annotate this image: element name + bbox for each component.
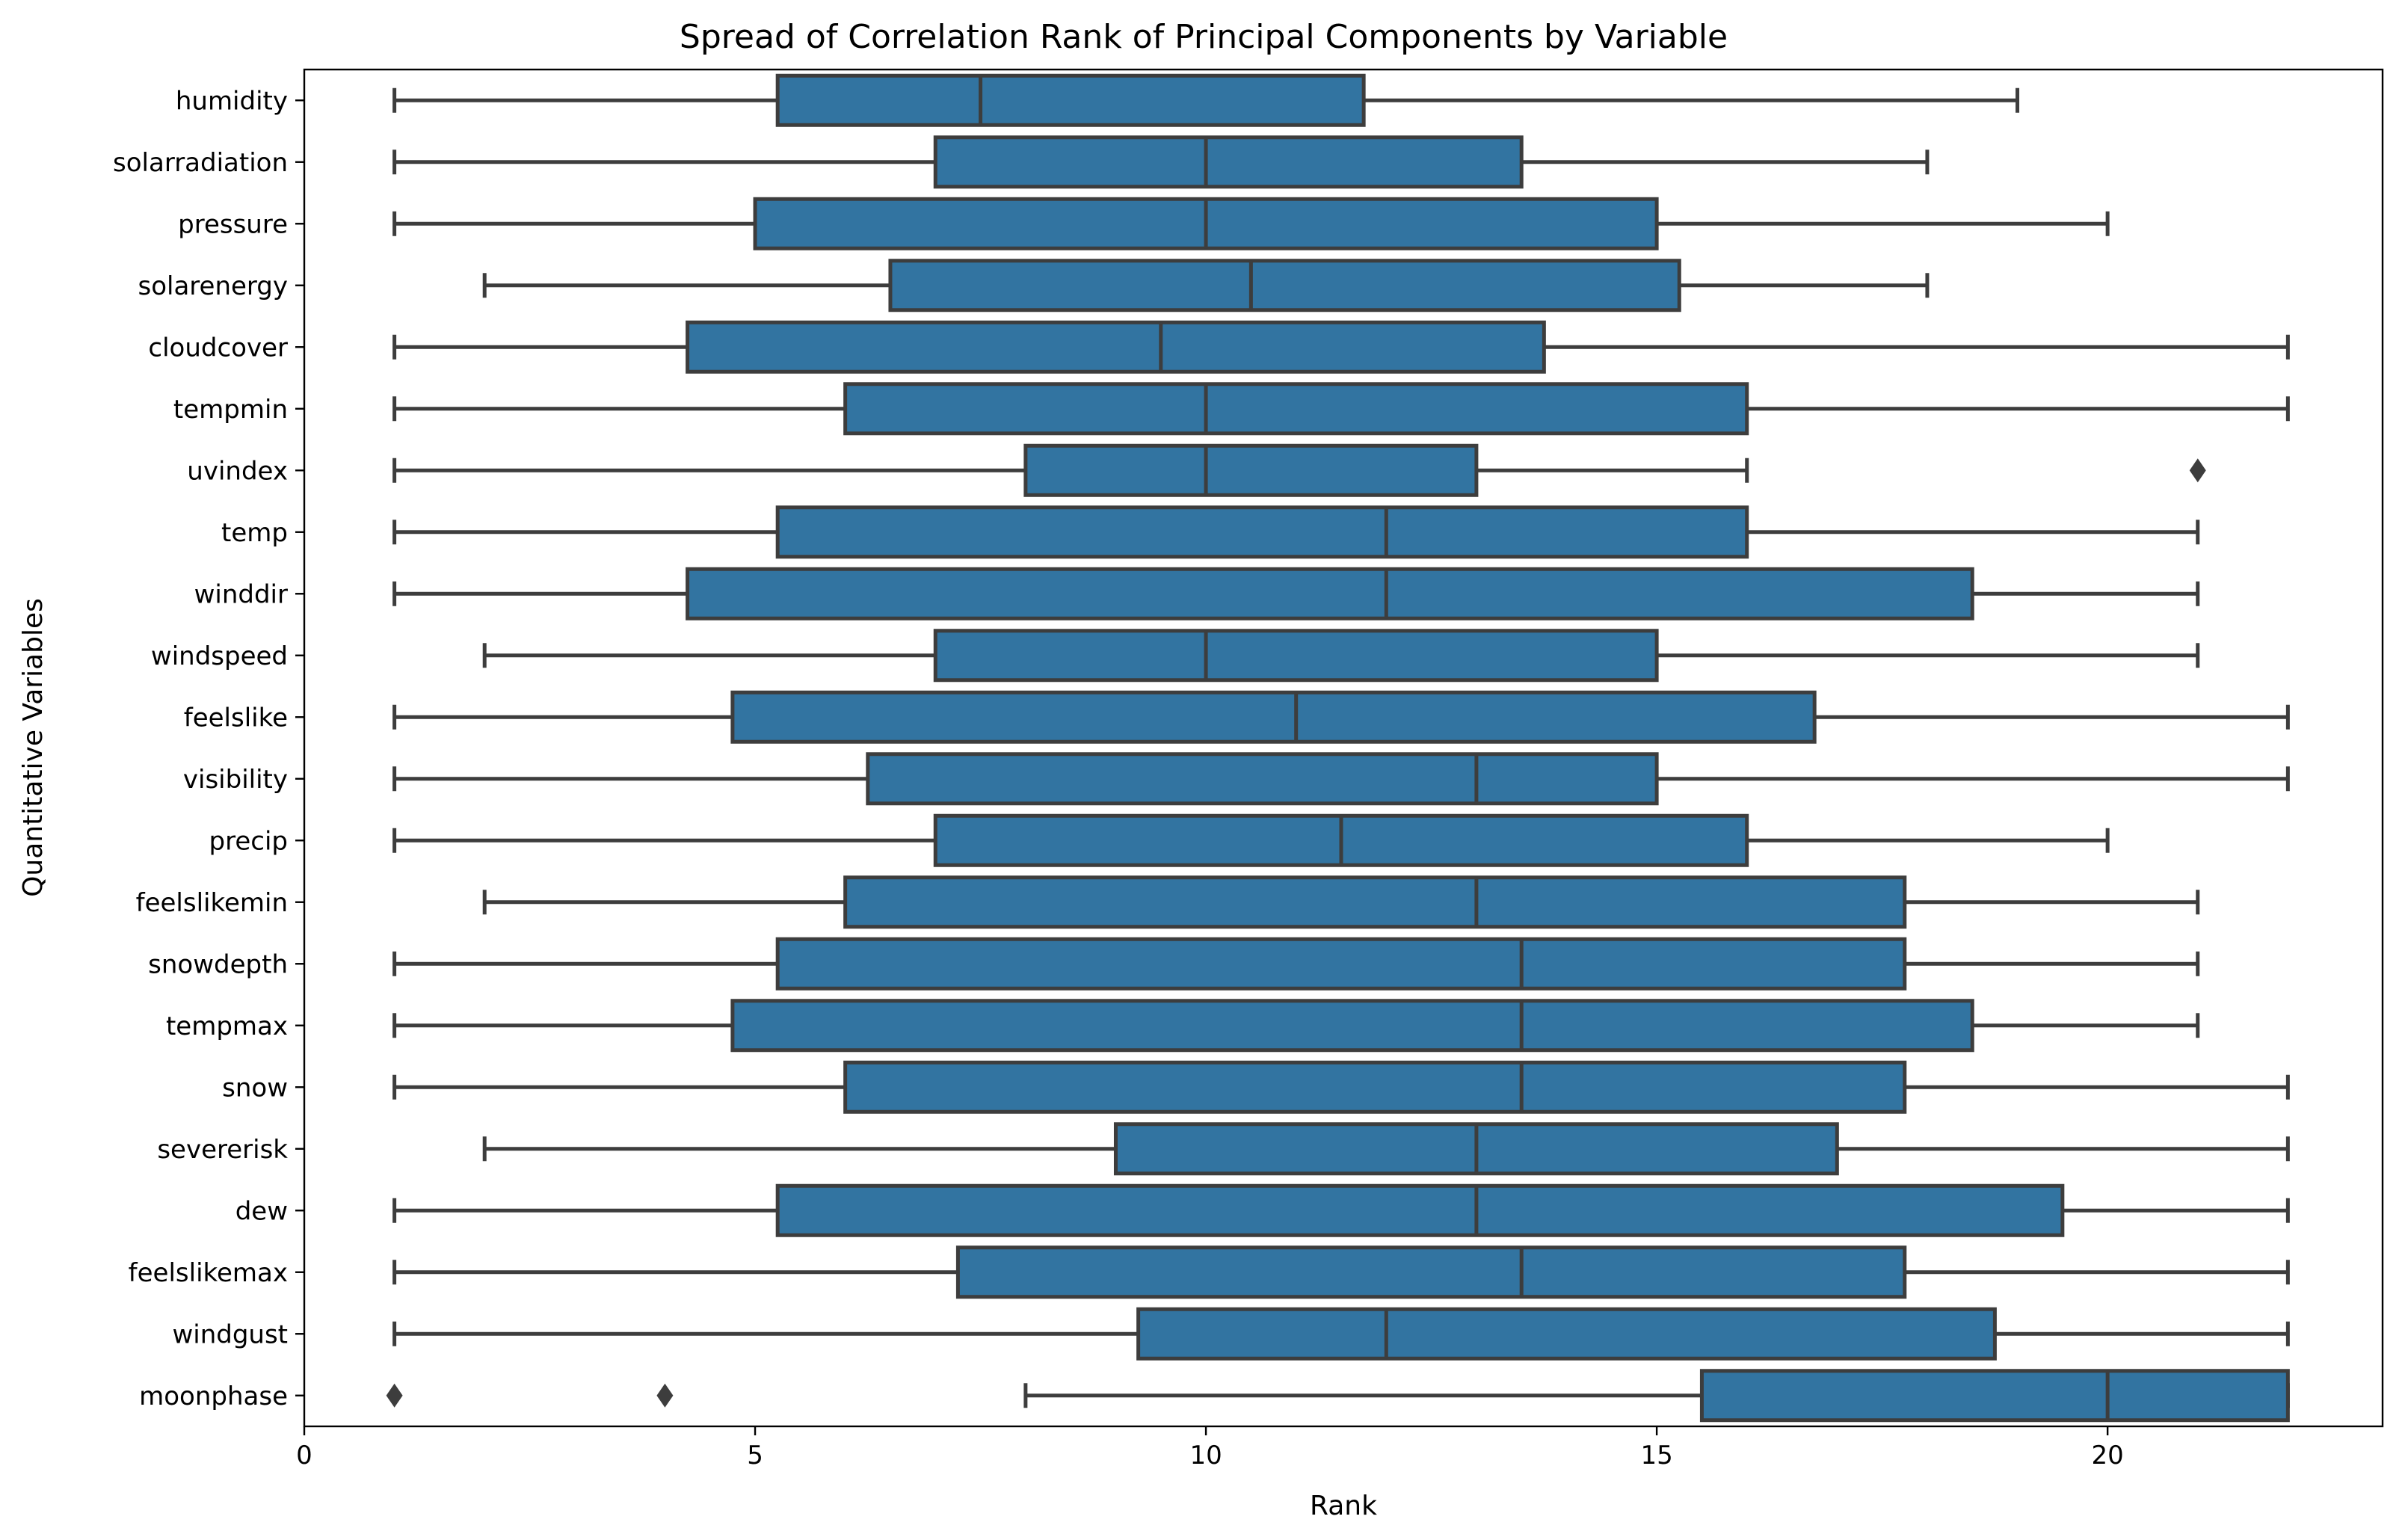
- y-tick-label: moonphase: [139, 1382, 288, 1411]
- y-tick-label: winddir: [194, 579, 288, 609]
- iqr-box: [843, 875, 1907, 929]
- iqr-box: [933, 135, 1524, 189]
- plot-area: 0 5 10 15 20 humidity solarradiation pressure so…: [113, 73, 2290, 1470]
- y-tick-label: visibility: [183, 765, 288, 795]
- iqr-box: [843, 1060, 1907, 1114]
- outlier-marker: [656, 1383, 674, 1408]
- y-tick-label: tempmin: [173, 395, 288, 425]
- y-tick-label: windspeed: [151, 641, 288, 671]
- y-tick-label: pressure: [178, 209, 288, 239]
- iqr-box: [933, 629, 1659, 683]
- y-tick-label: windgust: [172, 1319, 288, 1349]
- x-tick-label: 5: [747, 1441, 763, 1470]
- y-tick-label: humidity: [176, 86, 288, 116]
- iqr-box: [1023, 443, 1479, 497]
- iqr-box: [888, 259, 1681, 312]
- y-tick-label: dew: [235, 1196, 288, 1226]
- y-tick-label: solarenergy: [138, 271, 289, 301]
- iqr-box: [866, 752, 1659, 806]
- x-axis-label: Rank: [1310, 1491, 1377, 1521]
- iqr-box: [775, 1183, 2065, 1237]
- outlier-marker: [2189, 458, 2206, 483]
- iqr-box: [955, 1245, 1907, 1299]
- y-tick-label: feelslikemax: [129, 1258, 288, 1288]
- x-tick-label: 10: [1189, 1441, 1222, 1470]
- x-tick-label: 20: [2092, 1441, 2124, 1470]
- iqr-box: [775, 937, 1907, 991]
- chart-title: Spread of Correlation Rank of Principal …: [680, 18, 1728, 56]
- iqr-box: [686, 567, 1974, 620]
- iqr-box: [686, 320, 1546, 374]
- x-tick-label: 0: [296, 1441, 312, 1470]
- iqr-box: [730, 690, 1817, 744]
- y-tick-label: severerisk: [157, 1135, 288, 1165]
- iqr-box: [1136, 1307, 1997, 1361]
- iqr-box: [775, 73, 1366, 127]
- x-tick-label: 15: [1640, 1441, 1672, 1470]
- y-tick-label: precip: [209, 826, 288, 856]
- y-tick-label: cloudcover: [148, 333, 288, 363]
- y-tick-label: temp: [221, 518, 288, 548]
- iqr-box: [1699, 1369, 2290, 1423]
- y-tick-label: tempmax: [166, 1011, 288, 1041]
- iqr-box: [775, 505, 1749, 559]
- plot-frame: [303, 68, 2384, 1428]
- iqr-box: [843, 382, 1749, 436]
- y-tick-label: solarradiation: [113, 148, 288, 178]
- iqr-box: [730, 999, 1974, 1053]
- y-tick-label: snowdepth: [148, 949, 288, 979]
- y-tick-label: snow: [222, 1073, 288, 1103]
- y-tick-label: uvindex: [187, 456, 288, 486]
- outlier-marker: [386, 1383, 403, 1408]
- y-tick-label: feelslike: [184, 703, 288, 733]
- y-tick-label: feelslikemin: [136, 888, 288, 918]
- y-axis-label: Quantitative Variables: [18, 598, 49, 897]
